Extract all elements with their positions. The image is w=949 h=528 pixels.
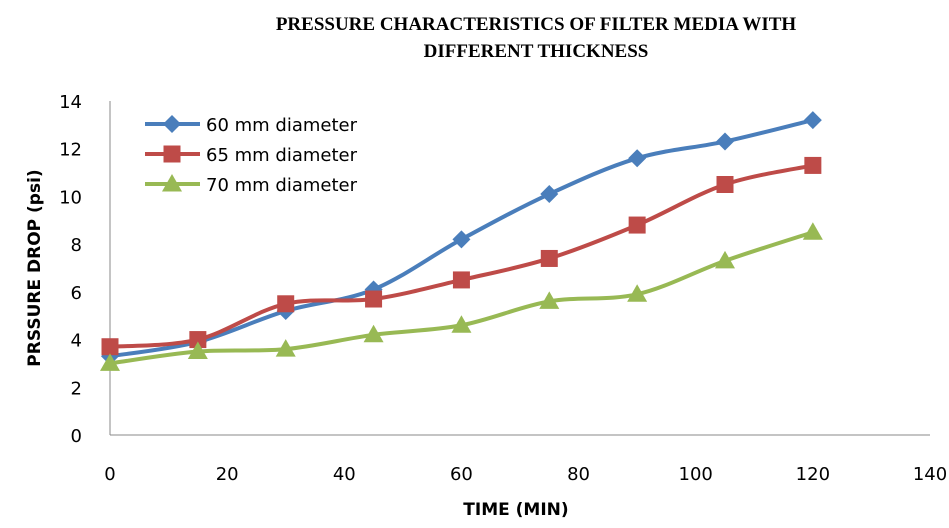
data-point [627,284,648,302]
y-tick-label: 0 [71,426,82,447]
x-tick-label: 20 [216,464,239,485]
y-tick-label: 8 [71,235,82,256]
legend-label: 65 mm diameter [206,145,358,166]
y-tick-label: 2 [71,378,82,399]
y-tick-label: 12 [59,140,82,161]
legend-item: 65 mm diameter [145,145,358,166]
data-point [275,339,296,357]
data-point [540,185,559,204]
data-point [101,338,119,356]
series-3 [100,222,823,371]
data-point [803,111,822,130]
data-point [363,324,384,343]
x-tick-label: 80 [567,464,590,485]
legend-marker [163,145,181,163]
data-point [539,291,560,309]
y-tick-label: 10 [59,187,82,208]
data-point [715,250,735,269]
data-point [804,156,822,174]
x-tick-label: 140 [913,464,947,485]
series-line [108,230,815,366]
series-layer [100,111,823,371]
y-tick-label: 4 [71,331,82,352]
legend-marker [163,115,181,133]
y-tick-labels: 0 2 4 6 8 10 12 14 [59,92,82,447]
legend-marker [162,174,182,192]
data-point [451,315,472,333]
legend-label: 60 mm diameter [206,115,358,136]
data-point [540,249,558,267]
data-point [365,290,383,308]
y-tick-label: 6 [71,283,82,304]
x-tick-label: 60 [450,464,473,485]
x-tick-labels: 0 20 40 60 80 100 120 140 [104,464,947,485]
data-point [187,341,208,359]
x-tick-label: 40 [333,464,356,485]
data-point [277,295,295,313]
chart-subtitle: DIFFERENT THICKNESS [424,41,649,62]
data-point [452,230,471,249]
data-point [189,331,207,349]
series-2 [101,156,822,356]
x-tick-label: 0 [104,464,115,485]
y-tick-label: 14 [59,92,82,113]
data-point [628,149,647,168]
legend-item: 70 mm diameter [145,174,358,196]
data-point [802,222,823,240]
x-tick-label: 120 [796,464,830,485]
data-point [716,132,734,151]
data-point [716,176,734,193]
data-point [628,216,646,234]
legend-item: 60 mm diameter [145,115,358,136]
x-tick-label: 100 [679,464,713,485]
legend-label: 70 mm diameter [206,175,358,196]
legend: 60 mm diameter 65 mm diameter 70 mm diamet… [145,115,358,196]
y-axis-title: PRSSURE DROP (psi) [25,169,45,366]
chart-title: PRESSURE CHARACTERISTICS OF FILTER MEDIA… [276,14,797,35]
data-point [452,271,470,289]
x-axis-title: TIME (MIN) [463,500,568,520]
data-point [100,353,120,371]
